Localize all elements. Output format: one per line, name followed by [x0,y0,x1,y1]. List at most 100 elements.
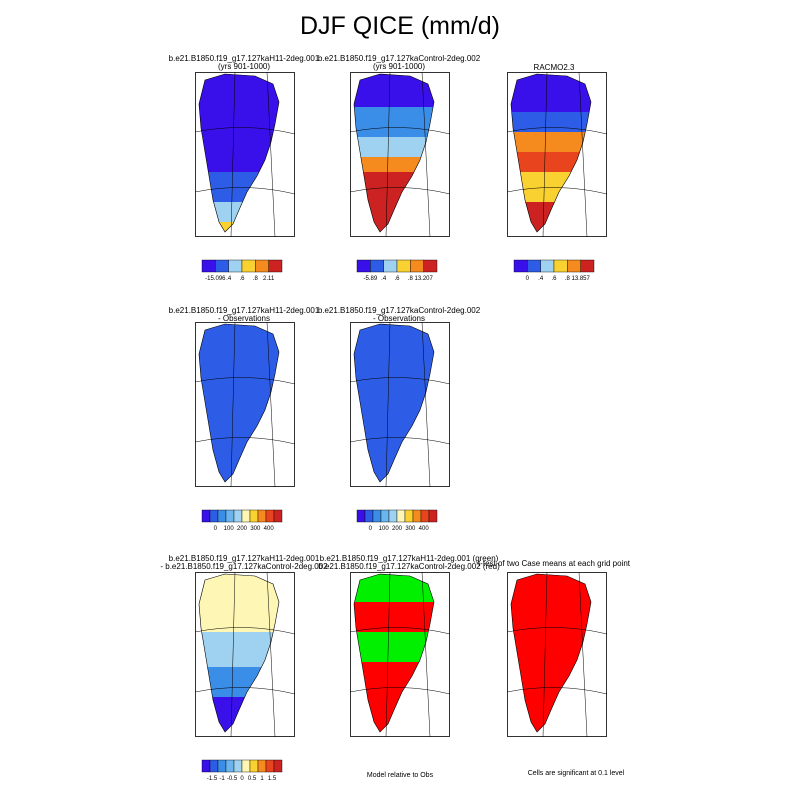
colorbar-swatch [257,759,267,773]
note-model-relative: Model relative to Obs [366,772,434,779]
colorbar-swatch [580,259,595,273]
colorbar-swatch [201,259,216,273]
coastline [198,573,280,733]
colorbar-7: -1.5 -1 -0.5 0 0.5 1 1.5 [201,759,283,782]
longitude-line [542,572,548,737]
colorbar-swatch [265,509,275,523]
colorbar-tick-label: .8 [253,276,259,282]
colorbar-tick-label: 13.207 [414,276,433,282]
panel-title-5: b.e21.B1850.f19_g17.127kaControl-2deg.00… [317,306,481,323]
coastline [353,573,435,733]
colorbar-swatch [249,759,259,773]
colorbar-2: -5.89 .4 .6 .8 13.207 [356,259,438,282]
panel-title-1: b.e21.B1850.f19_g17.127kaH11-2deg.001 (yr… [168,54,320,71]
colorbar-swatch [428,509,438,523]
colorbar-swatch [233,759,243,773]
colorbar-swatch [356,509,366,523]
colorbar-swatch [412,509,422,523]
colorbar-swatch [233,509,243,523]
note-significance: Cells are significant at 0.1 level [527,770,625,777]
longitude-line [385,72,391,237]
map-panel-4 [195,322,295,487]
colorbar-tick-label: 0 [214,526,218,532]
colorbar-swatch [420,509,430,523]
latitude-line [195,627,295,635]
coastline [353,73,435,233]
colorbar-tick-label: 1.5 [268,776,277,782]
map-panel-5 [350,322,450,487]
field-band [511,132,591,152]
colorbar-1: -15.096.4 .6 .8 2.11 [201,259,283,282]
latitude-line [350,377,450,385]
colorbar-5: 0 100 200 300 400 [356,509,438,532]
colorbar-3: 0 .4 .6 .8 13.857 [513,259,595,282]
longitude-line [230,72,236,237]
colorbar-swatch [513,259,528,273]
colorbar-tick-label: -15.096 [205,276,226,282]
longitude-line [385,322,391,487]
longitude-line [421,322,431,487]
colorbar-tick-label: 200 [237,526,248,532]
colorbar-tick-label: 300 [405,526,416,532]
latitude-line [350,187,450,195]
field-band [511,112,591,132]
colorbar-swatch [404,509,414,523]
latitude-line [195,687,295,695]
colorbar-4: 0 100 200 300 400 [201,509,283,532]
colorbar-swatch [567,259,581,273]
longitude-line [578,72,588,237]
latitude-line [195,127,295,135]
colorbar-swatch [540,259,555,273]
longitude-line [542,72,548,237]
colorbar-swatch [383,259,398,273]
colorbar-swatch [364,509,374,523]
colorbar-swatch [241,759,251,773]
colorbar-tick-label: .6 [394,276,400,282]
coastline [198,73,280,233]
map-panel-8 [350,572,450,737]
longitude-line [230,572,236,737]
colorbar-swatch [423,259,438,273]
latitude-line [507,627,607,635]
map-panel-2 [350,72,450,237]
colorbar-tick-label: 200 [392,526,403,532]
map-panel-1 [195,72,295,237]
latitude-line [507,687,607,695]
field-band [354,602,434,632]
colorbar-swatch [257,509,267,523]
colorbar-tick-label: 400 [264,526,275,532]
colorbar-tick-label: .4 [381,276,387,282]
colorbar-tick-label: 0 [369,526,373,532]
coastline [510,73,592,233]
map-panel-7 [195,572,295,737]
longitude-line [385,572,391,737]
colorbar-tick-label: -1.5 [207,776,218,782]
colorbar-swatch [273,759,283,773]
colorbar-tick-label: 300 [250,526,261,532]
colorbar-swatch [217,759,227,773]
latitude-line [507,187,607,195]
colorbar-swatch [201,759,211,773]
colorbar-swatch [273,509,283,523]
latitude-line [507,127,607,135]
colorbar-swatch [201,509,211,523]
colorbar-swatch [209,509,219,523]
colorbar-tick-label: 0 [240,776,244,782]
colorbar-swatch [372,509,382,523]
field-band [511,152,591,172]
colorbar-tick-label: .6 [239,276,245,282]
colorbar-tick-label: 0 [526,276,530,282]
colorbar-swatch [225,509,235,523]
colorbar-tick-label: .4 [226,276,232,282]
latitude-line [350,687,450,695]
colorbar-swatch [241,509,251,523]
longitude-line [266,72,276,237]
colorbar-swatch [527,259,541,273]
colorbar-swatch [388,509,398,523]
longitude-line [230,322,236,487]
map-panel-9 [507,572,607,737]
colorbar-swatch [228,259,243,273]
coastline [353,323,435,483]
longitude-line [266,322,276,487]
colorbar-swatch [268,259,283,273]
